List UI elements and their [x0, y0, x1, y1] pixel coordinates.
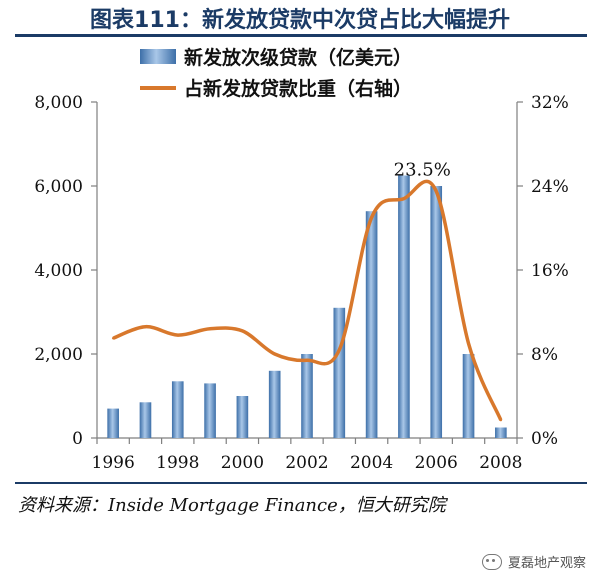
bar-2004	[365, 211, 378, 438]
bar-2001	[268, 370, 281, 438]
share-point-2001	[273, 352, 276, 356]
bar-2003	[333, 307, 346, 438]
source-rule	[15, 482, 587, 484]
x-tick-label: 2006	[415, 453, 458, 473]
right-tick-label: 24%	[531, 177, 569, 197]
right-tick-label: 8%	[531, 345, 558, 365]
right-tick-label: 16%	[531, 261, 569, 281]
right-tick-label: 0%	[531, 429, 558, 449]
share-point-2003	[338, 348, 341, 351]
legend-bar-swatch	[140, 49, 176, 64]
chart-canvas: 新发放次级贷款（亿美元） 占新发放贷款比重（右轴） 0 2,000 4,000 6,00…	[34, 46, 568, 473]
share-point-1997	[144, 325, 147, 328]
share-point-1999	[208, 327, 212, 330]
x-tick-label: 1996	[92, 453, 135, 473]
left-tick-label: 4,000	[34, 261, 83, 281]
bar-1998	[171, 381, 184, 438]
bar-1996	[107, 408, 119, 438]
bar-1999	[204, 383, 216, 438]
watermark: 夏磊地产观察	[481, 552, 586, 571]
bar-1997	[139, 402, 152, 438]
bar-2007	[462, 354, 475, 438]
peak-annotation: 23.5%	[394, 159, 451, 180]
bar-series	[107, 175, 507, 438]
x-tick-label: 2004	[350, 453, 393, 473]
right-tick-label: 32%	[531, 93, 569, 113]
x-tick-label: 2000	[221, 453, 264, 473]
watermark-label: 夏磊地产观察	[507, 556, 586, 571]
line-series	[111, 179, 503, 422]
axes: 0 2,000 4,000 6,000 8,000 0% 8% 16% 24% 32% 1996 19…	[34, 93, 568, 473]
share-point-2006	[435, 190, 438, 193]
bar-2006	[430, 186, 443, 438]
share-point-2002	[305, 359, 309, 362]
legend-bar-label: 新发放次级贷款（亿美元）	[184, 46, 412, 69]
bar-2002	[301, 354, 313, 438]
share-point-2005	[402, 197, 406, 200]
figure-title: 图表111：新发放贷款中次贷占比大幅提升	[90, 8, 510, 33]
share-point-2004	[370, 216, 373, 219]
share-point-1998	[176, 333, 179, 337]
share-point-2008	[499, 418, 503, 422]
share-line	[112, 179, 503, 421]
legend-line-label: 占新发放贷款比重（右轴）	[184, 77, 412, 100]
bar-2005	[398, 175, 410, 438]
left-tick-label: 2,000	[34, 345, 83, 365]
annotations: 23.5%	[394, 159, 451, 180]
left-tick-label: 8,000	[34, 93, 83, 113]
x-tick-label: 2008	[479, 453, 522, 473]
x-tick-label: 1998	[156, 453, 199, 473]
legend: 新发放次级贷款（亿美元） 占新发放贷款比重（右轴）	[140, 46, 412, 100]
source-note: 资料来源：Inside Mortgage Finance，恒大研究院	[18, 495, 446, 516]
title-rule	[15, 34, 587, 37]
share-point-2007	[467, 342, 470, 345]
x-tick-label: 2002	[285, 453, 328, 473]
bar-2000	[236, 396, 249, 438]
share-point-1996	[111, 337, 115, 340]
bar-2008	[495, 427, 507, 438]
share-point-2000	[241, 329, 244, 333]
wechat-icon	[481, 553, 502, 570]
left-tick-label: 0	[72, 429, 83, 449]
left-tick-label: 6,000	[34, 177, 83, 197]
